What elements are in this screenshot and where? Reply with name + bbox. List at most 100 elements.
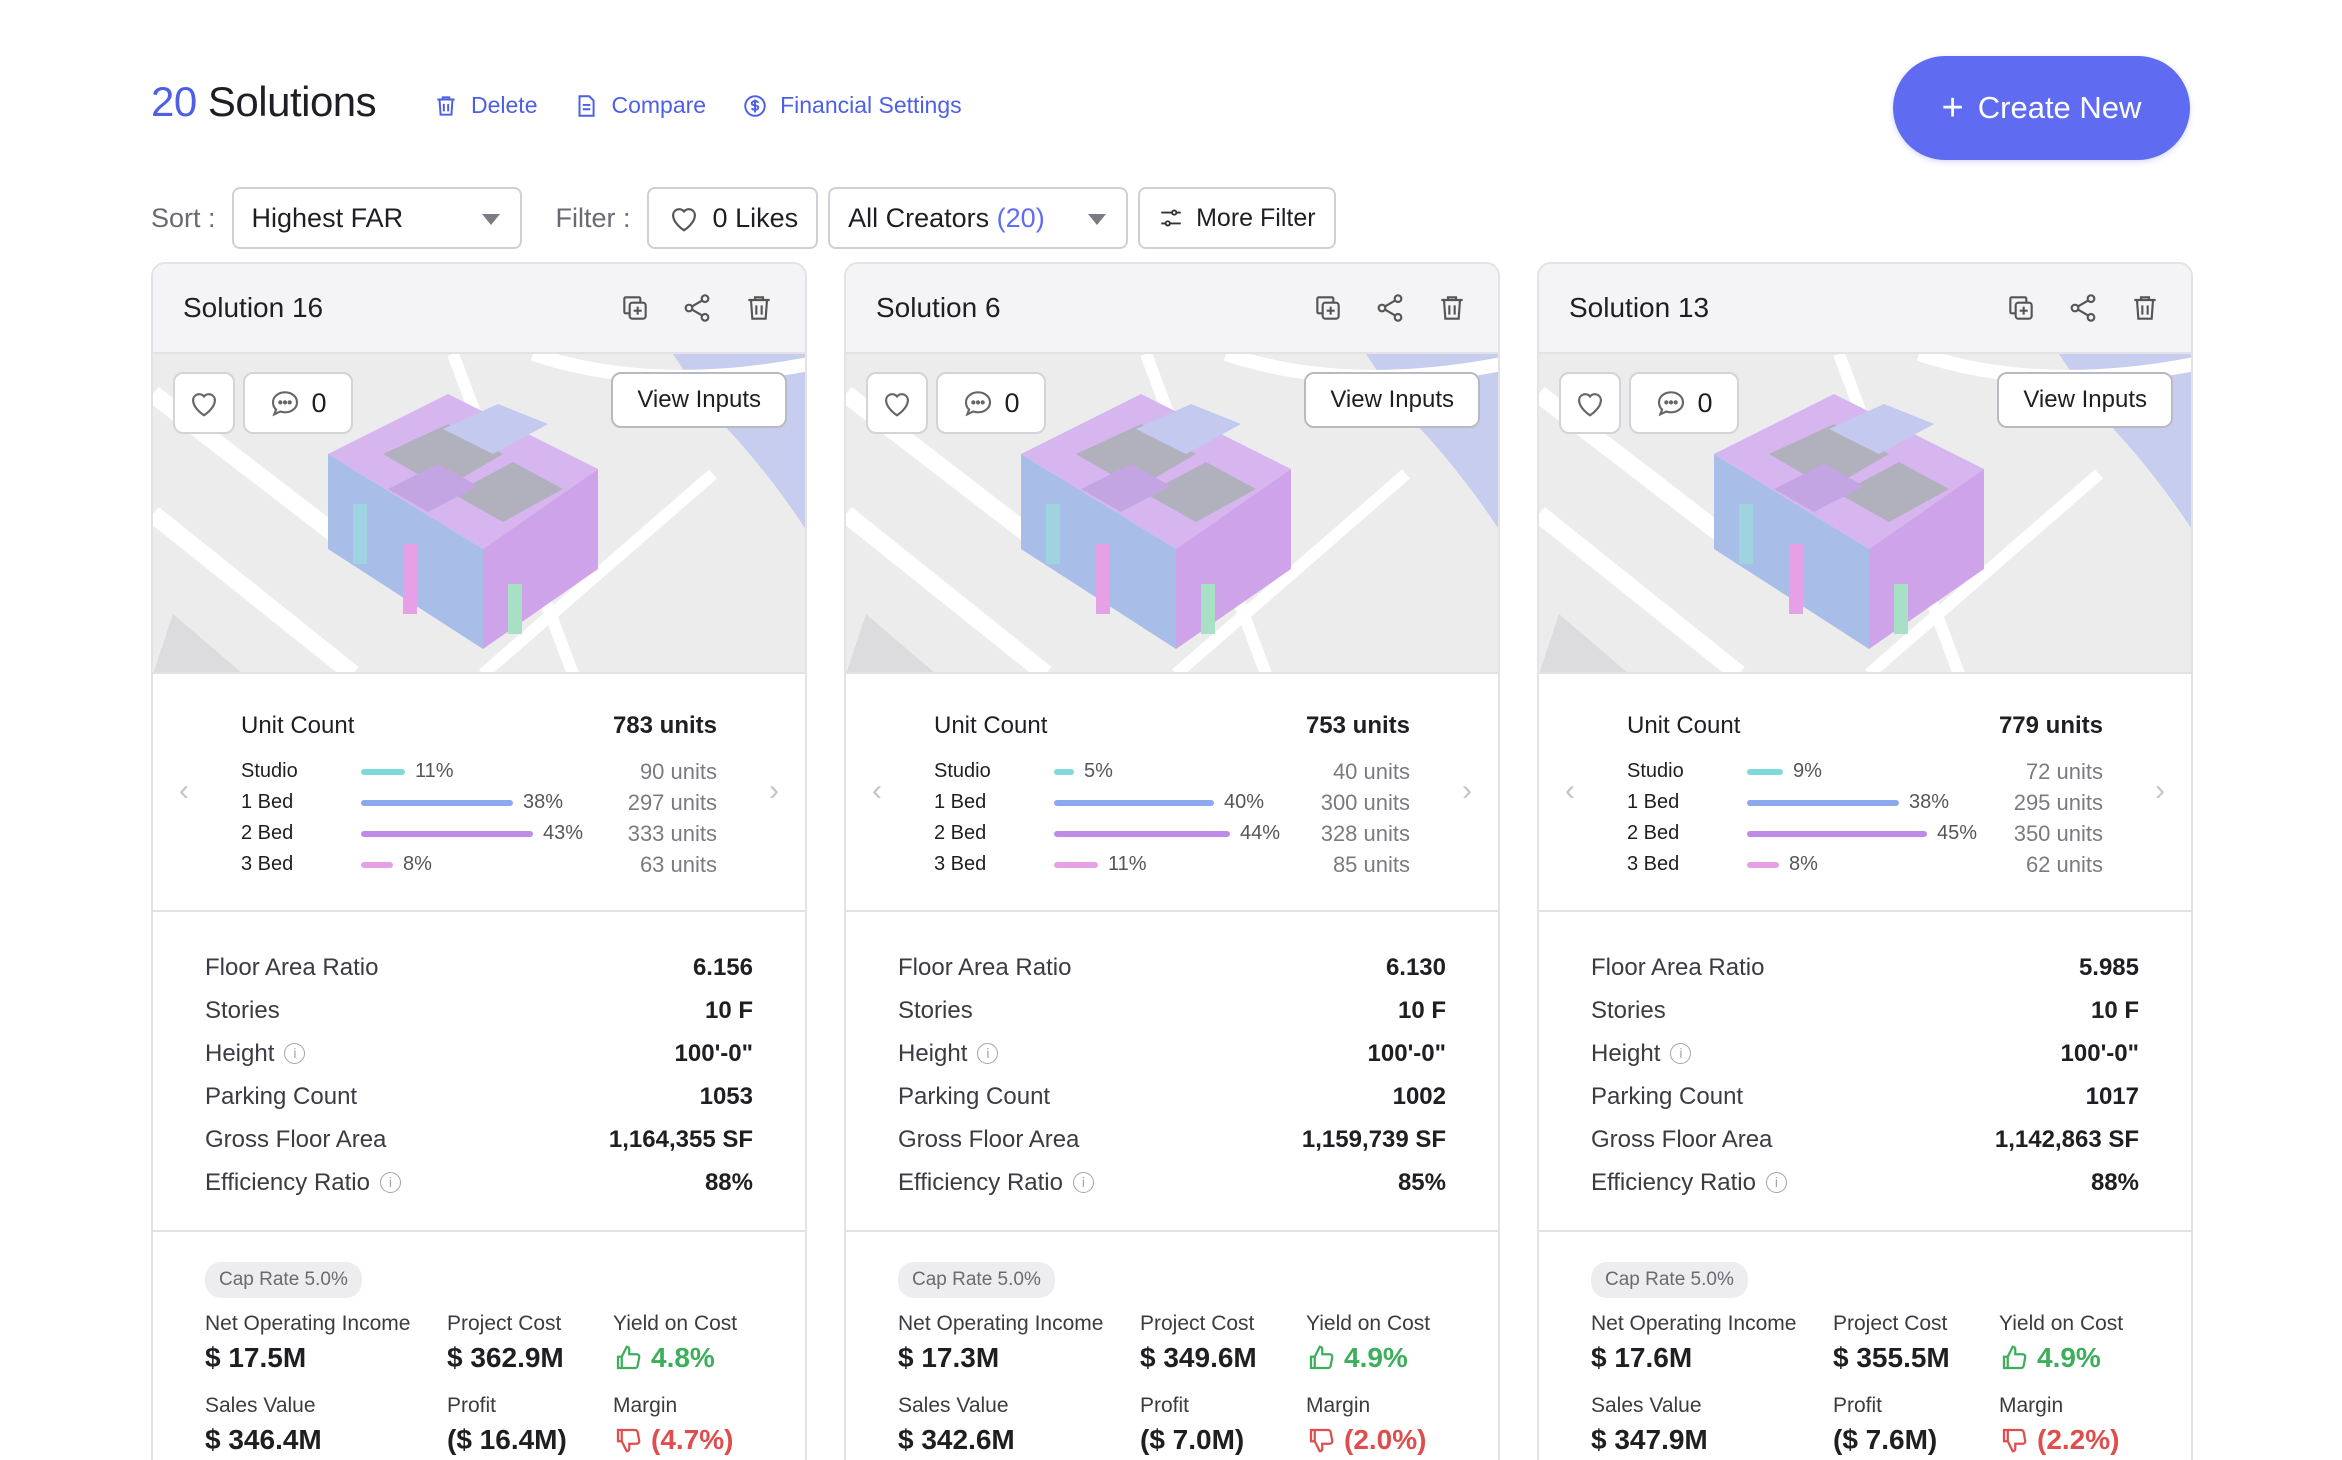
chevron-left-icon[interactable]: ‹ [1565, 774, 1575, 807]
chevron-down-icon [481, 214, 500, 225]
trash-icon[interactable] [2129, 292, 2161, 324]
unit-mix-units: 63 units [639, 851, 717, 877]
fin-label: Margin [1999, 1394, 2064, 1417]
unit-mix-row-1bed: 1 Bed 40% 300 units [934, 787, 1410, 818]
metric-label: Stories [205, 996, 280, 1024]
solutions-title: Solutions [207, 78, 377, 125]
metric-stories: Stories 10 F [1591, 989, 2139, 1032]
metrics-panel: Floor Area Ratio 5.985 Stories 10 F Height… [1539, 912, 2191, 1232]
metric-label-group: Height i [205, 1039, 306, 1068]
likes-filter-button[interactable]: 0 Likes [646, 187, 819, 249]
solution-card[interactable]: Solution 13 [1537, 262, 2193, 1460]
creators-select[interactable]: All Creators (20) [828, 187, 1129, 249]
unit-mix-bar [361, 768, 405, 775]
card-header: Solution 6 [846, 264, 1498, 354]
metric-value: 85% [1397, 1168, 1446, 1196]
chevron-left-icon[interactable]: ‹ [872, 774, 882, 807]
duplicate-icon[interactable] [619, 292, 651, 324]
chevron-right-icon[interactable]: › [1462, 774, 1472, 807]
building-preview[interactable]: 0 View Inputs [1539, 354, 2191, 674]
unit-type-label: Studio [1627, 760, 1684, 782]
fin-profit: Profit ($ 16.4M) [447, 1394, 613, 1456]
info-icon[interactable]: i [1072, 1172, 1094, 1193]
view-inputs-button[interactable]: View Inputs [611, 372, 787, 428]
fin-yield: Yield on Cost 4.8% [613, 1312, 753, 1374]
fin-value: 4.9% [1344, 1342, 1408, 1373]
metric-value: 10 F [2090, 996, 2139, 1024]
like-button[interactable] [1559, 372, 1621, 434]
fin-value: $ 17.6M [1591, 1342, 1693, 1373]
creators-count: (20) [996, 202, 1045, 233]
comments-button[interactable]: 0 [1629, 372, 1739, 434]
share-icon[interactable] [1374, 292, 1406, 324]
solution-card[interactable]: Solution 6 [844, 262, 1500, 1460]
financial-settings-label: Financial Settings [780, 92, 962, 118]
info-icon[interactable]: i [977, 1043, 999, 1064]
building-preview[interactable]: 0 View Inputs [846, 354, 1498, 674]
trash-icon[interactable] [1436, 292, 1468, 324]
sort-select[interactable]: Highest FAR [231, 187, 522, 249]
comments-button[interactable]: 0 [243, 372, 353, 434]
trash-icon[interactable] [743, 292, 775, 324]
heart-icon [191, 393, 217, 417]
card-actions [1312, 292, 1468, 324]
metric-label: Height [898, 1039, 968, 1067]
info-icon[interactable]: i [284, 1043, 306, 1064]
solution-card[interactable]: Solution 16 [151, 262, 807, 1460]
fin-label: Sales Value [1591, 1394, 1702, 1417]
duplicate-icon[interactable] [2005, 292, 2037, 324]
metric-value: 100'-0" [1367, 1039, 1446, 1067]
fin-value: $ 355.5M [1833, 1342, 1950, 1373]
delete-button[interactable]: Delete [433, 92, 537, 119]
comment-icon [965, 391, 992, 417]
like-button[interactable] [866, 372, 928, 434]
building-preview[interactable]: 0 View Inputs [153, 354, 805, 674]
more-filter-button[interactable]: More Filter [1138, 187, 1336, 249]
financial-settings-button[interactable]: Financial Settings [742, 92, 962, 119]
solutions-count: 20 [151, 78, 197, 125]
unit-mix-list: Studio 9% 72 units 1 Bed 38% 295 units 2… [1627, 756, 2103, 880]
metric-efficiency: Efficiency Ratio i 85% [898, 1161, 1446, 1204]
metric-value: 1053 [699, 1082, 753, 1110]
thumbs-down-icon [616, 1428, 641, 1453]
info-icon[interactable]: i [1765, 1172, 1787, 1193]
financials-panel: Cap Rate 5.0% Net Operating Income $ 17.5… [153, 1232, 805, 1456]
unit-mix-bar [1054, 861, 1098, 868]
compare-button[interactable]: Compare [573, 92, 706, 119]
unit-count-label: Unit Count [934, 712, 1048, 739]
metric-label-group: Efficiency Ratio i [898, 1169, 1094, 1197]
fin-label: Yield on Cost [613, 1312, 738, 1335]
unit-mix-pct: 8% [403, 853, 432, 875]
financials-panel: Cap Rate 5.0% Net Operating Income $ 17.6… [1539, 1232, 2191, 1456]
unit-mix-units: 300 units [1320, 789, 1410, 815]
thumbs-up-icon [2002, 1345, 2027, 1370]
view-inputs-button[interactable]: View Inputs [1997, 372, 2173, 428]
info-icon[interactable]: i [1670, 1043, 1692, 1064]
duplicate-icon[interactable] [1312, 292, 1344, 324]
create-new-button[interactable]: + Create New [1893, 56, 2190, 160]
unit-mix-pct: 8% [1789, 853, 1818, 875]
metric-label-group: Efficiency Ratio i [1591, 1169, 1787, 1197]
fin-label: Sales Value [205, 1394, 316, 1417]
chevron-right-icon[interactable]: › [769, 774, 779, 807]
fin-project-cost: Project Cost $ 362.9M [447, 1312, 613, 1374]
metric-label: Stories [898, 996, 973, 1024]
trash-icon [437, 95, 455, 116]
fin-value-group: 4.9% [1306, 1342, 1446, 1374]
fin-value: $ 362.9M [447, 1342, 564, 1373]
view-inputs-button[interactable]: View Inputs [1304, 372, 1480, 428]
like-button[interactable] [173, 372, 235, 434]
metric-value: 88% [704, 1168, 753, 1196]
unit-type-label: 1 Bed [934, 791, 987, 813]
info-icon[interactable]: i [379, 1172, 401, 1193]
share-icon[interactable] [681, 292, 713, 324]
unit-mix-row-studio: Studio 9% 72 units [1627, 756, 2103, 787]
chevron-left-icon[interactable]: ‹ [179, 774, 189, 807]
chevron-down-icon [1088, 214, 1107, 225]
comments-button[interactable]: 0 [936, 372, 1046, 434]
share-icon[interactable] [2067, 292, 2099, 324]
chevron-right-icon[interactable]: › [2155, 774, 2165, 807]
unit-type-label: 1 Bed [1627, 791, 1680, 813]
fin-label: Yield on Cost [1999, 1312, 2124, 1335]
metric-label: Height [205, 1039, 275, 1067]
